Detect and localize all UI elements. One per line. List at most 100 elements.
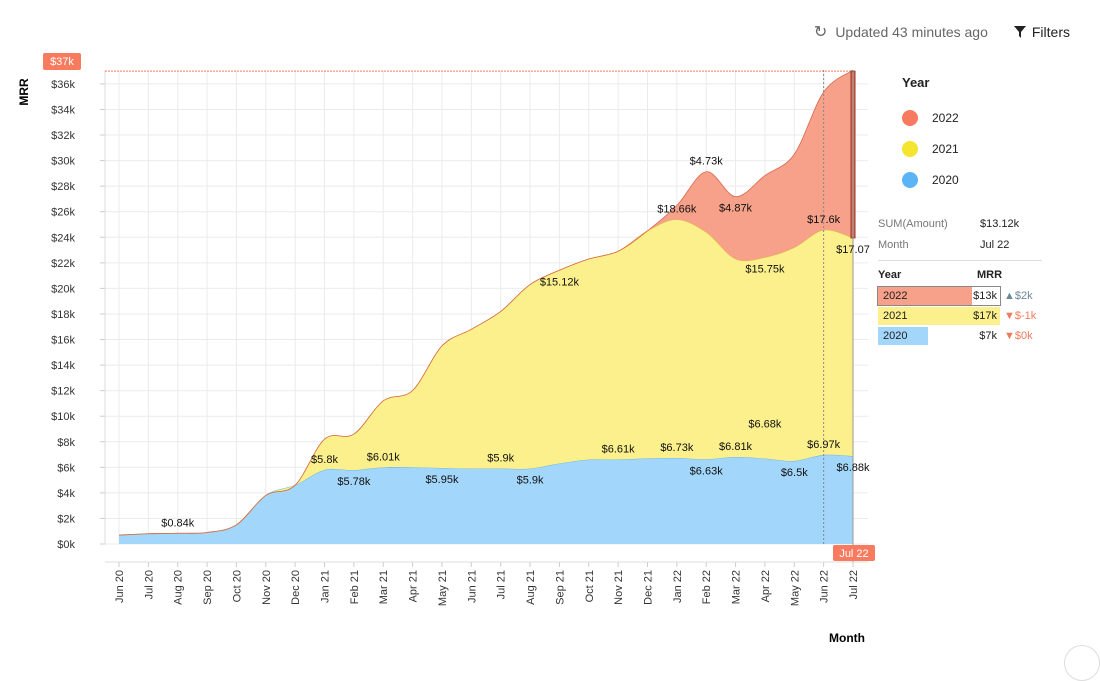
x-tick-label: Jul 20 [143,570,155,599]
legend-dot [902,141,918,157]
legend-title: Year [902,75,930,90]
x-tick-label: Dec 20 [290,570,302,605]
data-label: $5.9k [517,475,544,487]
tooltip-year: 2022 [883,290,908,302]
legend-item-2022[interactable]: 2022 [902,110,959,126]
tooltip-bar: 2021 $17k [878,307,1000,325]
tooltip-bar-fill [878,307,1000,325]
x-tick-label: Jul 22 [848,570,860,599]
tooltip-mrr: $13k [973,290,997,302]
y-tick-label: $0k [57,539,75,551]
data-label: $6.97k [807,439,841,451]
x-tick-label: Aug 20 [173,570,185,605]
tooltip-row: 2022 $13k ▲$2k [877,286,1042,306]
data-label: $6.81k [719,441,753,453]
x-tick-label: Mar 22 [731,570,743,604]
y-tick-label: $26k [51,207,75,219]
data-label: $17.07 [836,244,870,256]
tooltip-mrr: $7k [979,330,997,342]
x-tick-label: Feb 21 [349,570,361,604]
y-axis-title: MRR [17,78,31,106]
tooltip-bar: 2020 $7k [878,327,1000,345]
x-tick-label: Jun 21 [466,570,478,603]
filters-button[interactable]: Filters [1013,24,1070,40]
x-cursor-value: Jul 22 [839,548,868,560]
y-tick-label: $28k [51,181,75,193]
data-label: $6.01k [367,451,401,463]
x-tick-label: Jul 21 [496,570,508,599]
y-tick-label: $22k [51,258,75,270]
legend-dot [902,110,918,126]
data-label: $17.6k [807,214,841,226]
y-tick-label: $18k [51,309,75,321]
tooltip-change: ▼$0k [1004,330,1033,342]
data-label: $6.63k [690,465,724,477]
data-label: $6.5k [781,467,808,479]
tooltip-bar-fill [878,287,972,305]
x-tick-label: Nov 21 [613,570,625,605]
legend-dot [902,172,918,188]
tooltip-row: 2021 $17k ▼$-1k [878,306,1042,326]
x-cursor-badge [833,545,875,561]
y-tick-label: $24k [51,232,75,244]
data-label: $0.84k [161,517,195,529]
x-tick-label: Nov 20 [261,570,273,605]
data-label: $15.75k [745,263,785,275]
x-tick-label: Apr 21 [408,570,420,602]
tooltip-bar-fill [878,327,929,345]
y-tick-label: $36k [51,79,75,91]
legend-item-2021[interactable]: 2021 [902,141,959,157]
help-button[interactable] [1064,645,1100,681]
y-tick-label: $12k [51,386,75,398]
tooltip-change: ▼$-1k [1004,310,1037,322]
x-tick-label: Jun 22 [819,570,831,603]
data-label: $6.61k [602,444,636,456]
x-tick-label: Jun 20 [114,570,126,603]
y-tick-label: $10k [51,411,75,423]
x-tick-label: Jan 22 [672,570,684,603]
y-tick-label: $8k [57,437,75,449]
x-tick-label: Mar 21 [378,570,390,604]
refresh-icon: ↻ [813,24,828,41]
x-tick-label: Oct 21 [584,570,596,602]
area-2021 [119,219,853,536]
y-tick-label: $4k [57,488,75,500]
x-tick-label: May 22 [789,570,801,606]
x-tick-label: Feb 22 [701,570,713,604]
x-tick-label: Apr 22 [760,570,772,602]
area-2020 [119,454,853,544]
legend: Year 2022 2021 2020 [902,75,959,203]
y-cursor-badge [43,53,81,70]
y-tick-label: $34k [51,104,75,116]
tooltip-change: ▲$2k [1004,290,1033,302]
y-tick-label: $20k [51,283,75,295]
data-label: $4.73k [690,156,724,168]
tooltip-row: 2020 $7k ▼$0k [878,326,1042,346]
x-tick-label: Sep 21 [554,570,566,605]
data-label: $6.68k [748,419,782,431]
funnel-icon [1013,26,1026,38]
tooltip-year: 2020 [883,330,908,342]
x-tick-label: Aug 21 [525,570,537,605]
legend-item-2020[interactable]: 2020 [902,172,959,188]
y-tick-label: $16k [51,335,75,347]
refresh-button[interactable]: ↻ Updated 43 minutes ago [813,24,988,41]
x-tick-label: Jan 21 [320,570,332,603]
data-label: $15.12k [540,276,580,288]
y-tick-label: $2k [57,513,75,525]
x-tick-label: Oct 20 [231,570,243,602]
y-tick-label: $32k [51,130,75,142]
mrr-chart[interactable]: $0k $2k $4k $6k $8k $10k $12k $14k $16k $18k $20k $… [0,0,1100,662]
tooltip-year: 2021 [883,310,908,322]
y-tick-label: $6k [57,462,75,474]
data-label: $5.8k [311,454,338,466]
data-label: $5.78k [337,476,371,488]
tooltip-bar: 2022 $13k [877,286,1001,306]
x-tick-label: May 21 [437,570,449,606]
data-label: $5.9k [487,453,514,465]
x-tick-label: Dec 21 [642,570,654,605]
data-label: $18.66k [657,204,697,216]
data-label: $6.88k [836,462,870,474]
y-tick-label: $30k [51,156,75,168]
data-label: $6.73k [660,442,694,454]
